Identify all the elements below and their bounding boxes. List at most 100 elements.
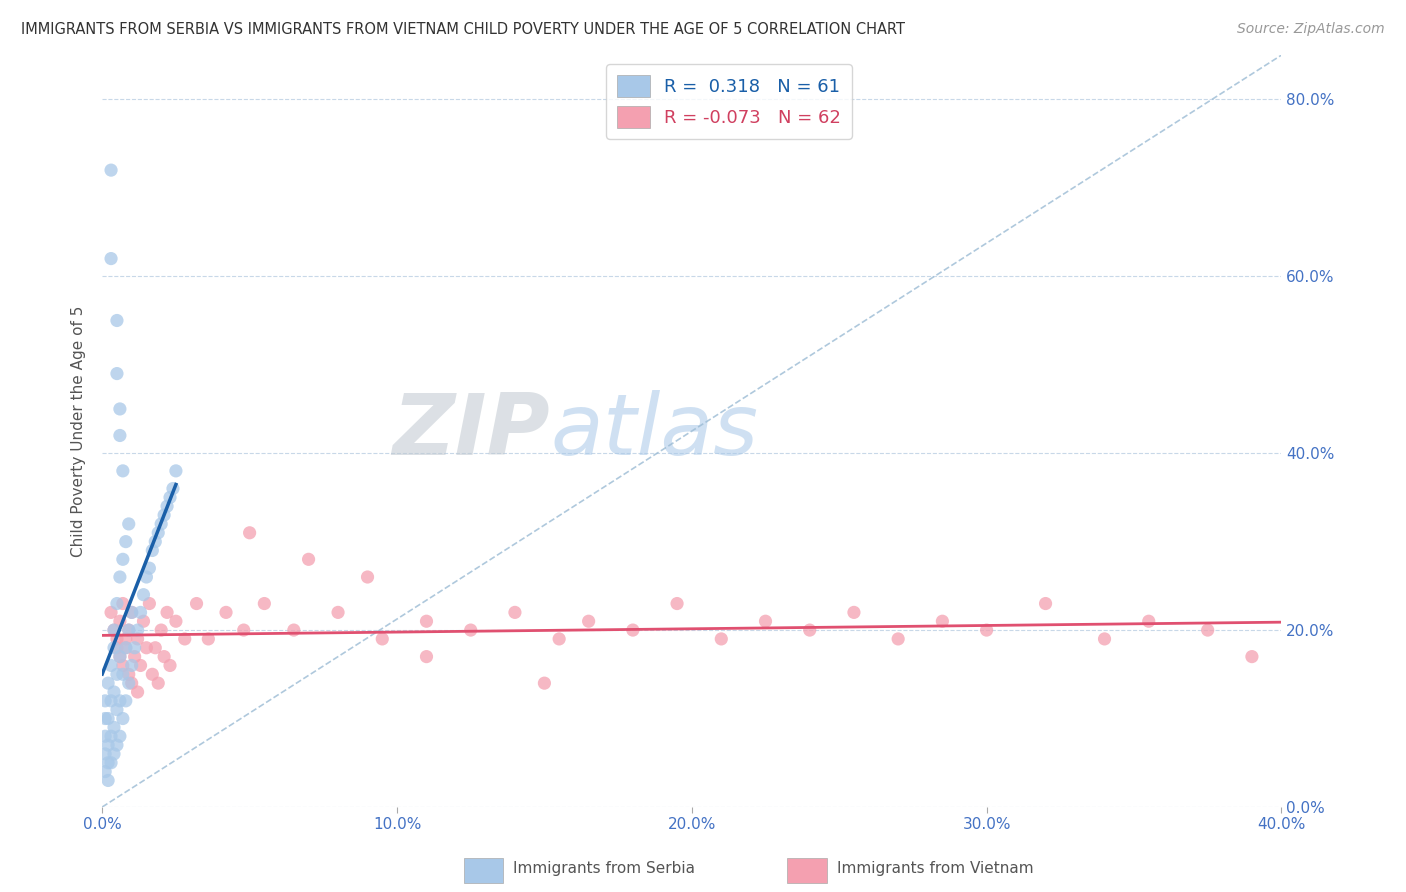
Point bbox=[103, 623, 125, 637]
Point bbox=[108, 428, 131, 442]
Point bbox=[173, 632, 195, 646]
Point bbox=[103, 747, 125, 761]
Point bbox=[578, 614, 600, 628]
Point bbox=[326, 606, 349, 620]
Point bbox=[162, 482, 184, 496]
Point bbox=[138, 597, 160, 611]
Point bbox=[105, 703, 128, 717]
Point bbox=[1035, 597, 1057, 611]
Point bbox=[976, 623, 998, 637]
Point bbox=[114, 640, 136, 655]
Point bbox=[108, 729, 131, 743]
Point bbox=[111, 597, 134, 611]
Point bbox=[105, 313, 128, 327]
Point bbox=[105, 667, 128, 681]
Point bbox=[124, 640, 146, 655]
Point bbox=[143, 534, 166, 549]
Point bbox=[100, 658, 122, 673]
Point bbox=[297, 552, 319, 566]
Point bbox=[186, 597, 208, 611]
Point bbox=[153, 508, 176, 522]
Point bbox=[503, 606, 526, 620]
Point bbox=[97, 676, 120, 690]
Point bbox=[253, 597, 276, 611]
Point bbox=[108, 614, 131, 628]
Point bbox=[197, 632, 219, 646]
Point bbox=[118, 623, 141, 637]
Point bbox=[100, 606, 122, 620]
Point bbox=[105, 597, 128, 611]
Point bbox=[239, 525, 262, 540]
Point bbox=[111, 464, 134, 478]
Point bbox=[799, 623, 821, 637]
Point bbox=[94, 729, 117, 743]
Text: Immigrants from Serbia: Immigrants from Serbia bbox=[513, 861, 695, 876]
Point bbox=[135, 640, 157, 655]
Point bbox=[103, 623, 125, 637]
Point bbox=[103, 685, 125, 699]
Point bbox=[114, 640, 136, 655]
Point bbox=[621, 623, 644, 637]
Point bbox=[108, 570, 131, 584]
Point bbox=[132, 588, 155, 602]
Point bbox=[94, 694, 117, 708]
Point bbox=[283, 623, 305, 637]
Text: Source: ZipAtlas.com: Source: ZipAtlas.com bbox=[1237, 22, 1385, 37]
Point bbox=[129, 606, 152, 620]
Point bbox=[148, 676, 170, 690]
Point bbox=[127, 632, 149, 646]
Point bbox=[371, 632, 394, 646]
Point bbox=[842, 606, 865, 620]
Point bbox=[114, 534, 136, 549]
Point bbox=[666, 597, 689, 611]
Point bbox=[111, 712, 134, 726]
Point bbox=[118, 623, 141, 637]
Point bbox=[533, 676, 555, 690]
Point bbox=[156, 606, 179, 620]
Point bbox=[94, 712, 117, 726]
Point bbox=[100, 756, 122, 770]
Point bbox=[111, 552, 134, 566]
Point bbox=[127, 685, 149, 699]
Point bbox=[132, 614, 155, 628]
Point bbox=[108, 401, 131, 416]
Y-axis label: Child Poverty Under the Age of 5: Child Poverty Under the Age of 5 bbox=[72, 305, 86, 557]
Point bbox=[100, 729, 122, 743]
Point bbox=[111, 658, 134, 673]
Point bbox=[138, 561, 160, 575]
Point bbox=[156, 500, 179, 514]
Point bbox=[105, 738, 128, 752]
Point bbox=[1240, 649, 1263, 664]
Point bbox=[111, 667, 134, 681]
Point bbox=[105, 640, 128, 655]
Point bbox=[97, 773, 120, 788]
Point bbox=[94, 747, 117, 761]
Point bbox=[118, 676, 141, 690]
Point bbox=[118, 667, 141, 681]
Point bbox=[1094, 632, 1116, 646]
Text: IMMIGRANTS FROM SERBIA VS IMMIGRANTS FROM VIETNAM CHILD POVERTY UNDER THE AGE OF: IMMIGRANTS FROM SERBIA VS IMMIGRANTS FRO… bbox=[21, 22, 905, 37]
Point bbox=[121, 676, 143, 690]
Point bbox=[94, 764, 117, 779]
Point bbox=[105, 632, 128, 646]
Point bbox=[215, 606, 238, 620]
Point bbox=[100, 252, 122, 266]
Point bbox=[931, 614, 953, 628]
Point bbox=[118, 516, 141, 531]
Point bbox=[460, 623, 482, 637]
Point bbox=[97, 756, 120, 770]
Point bbox=[356, 570, 378, 584]
Text: ZIP: ZIP bbox=[392, 390, 550, 473]
Point bbox=[148, 525, 170, 540]
Point bbox=[97, 712, 120, 726]
Point bbox=[159, 658, 181, 673]
Point bbox=[108, 694, 131, 708]
Legend: R =  0.318   N = 61, R = -0.073   N = 62: R = 0.318 N = 61, R = -0.073 N = 62 bbox=[606, 64, 852, 139]
Point bbox=[121, 606, 143, 620]
Point bbox=[165, 614, 187, 628]
Point bbox=[124, 649, 146, 664]
Point bbox=[887, 632, 910, 646]
Point bbox=[754, 614, 776, 628]
Point bbox=[415, 614, 437, 628]
Point bbox=[141, 667, 163, 681]
